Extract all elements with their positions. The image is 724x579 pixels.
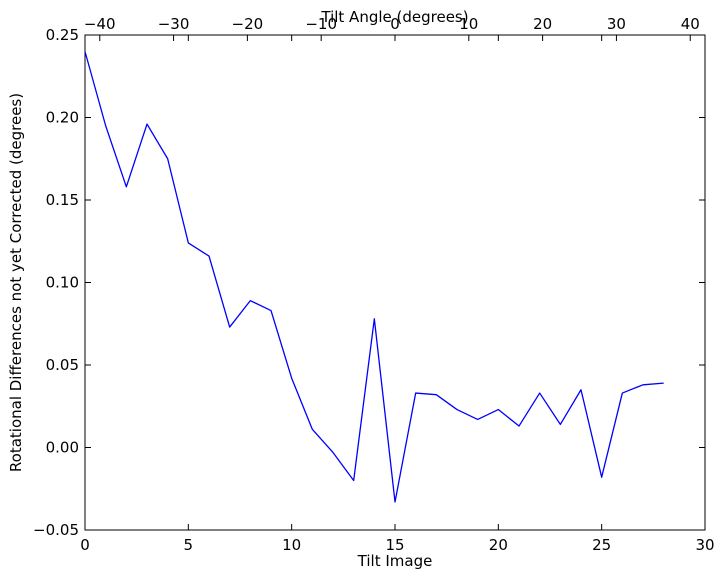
top-x-tick-label: 20 [533, 15, 552, 33]
top-x-tick-label: 40 [681, 15, 700, 33]
y-tick-label: 0.00 [46, 439, 79, 457]
tick-labels: 0 5 10 15 20 25 30 −0.05 0.00 0.05 0.10 0.15 0.20 0.2… [33, 15, 715, 554]
x-tick-label: 25 [592, 536, 611, 554]
x-tick-label: 20 [489, 536, 508, 554]
top-x-tick-label: 30 [607, 15, 626, 33]
top-x-tick-label: −30 [158, 15, 190, 33]
series-layer [84, 51, 664, 503]
x-tick-label: 10 [282, 536, 301, 554]
x-tick-label: 15 [385, 536, 404, 554]
plot-area [84, 34, 706, 531]
top-x-tick-label: −10 [305, 15, 337, 33]
y-tick-label: 0.05 [46, 356, 79, 374]
x-tick-label: 0 [80, 536, 90, 554]
axis-ticks [84, 34, 706, 531]
top-x-axis-label: Tilt Angle (degrees) [320, 8, 468, 26]
y-tick-label: 0.25 [46, 26, 79, 44]
series-line [84, 51, 664, 503]
top-x-tick-label: −40 [84, 15, 116, 33]
y-axis-label: Rotational Differences not yet Corrected… [7, 93, 25, 472]
x-tick-label: 5 [184, 536, 194, 554]
x-tick-label: 30 [695, 536, 714, 554]
top-x-tick-label: −20 [232, 15, 264, 33]
x-axis-label: Tilt Image [357, 552, 433, 570]
y-tick-label: 0.15 [46, 191, 79, 209]
y-tick-label: 0.20 [46, 109, 79, 127]
y-tick-label: 0.10 [46, 274, 79, 292]
top-x-tick-label: 10 [459, 15, 478, 33]
top-x-tick-label: 0 [390, 15, 400, 33]
y-tick-label: −0.05 [33, 521, 79, 539]
